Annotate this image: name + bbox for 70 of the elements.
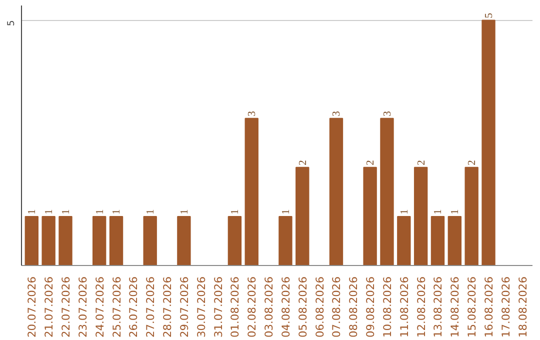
x-tick-label: 05.08.2026 <box>296 276 310 338</box>
data-label: 1 <box>27 209 38 214</box>
x-tick-label: 23.07.2026 <box>76 276 90 338</box>
data-label: 3 <box>332 111 343 116</box>
data-label: 5 <box>484 12 496 18</box>
data-label: 2 <box>298 160 309 166</box>
x-tick-label: 07.08.2026 <box>330 276 344 338</box>
bar <box>363 166 377 266</box>
x-tick-label: 29.07.2026 <box>178 276 191 338</box>
bar <box>143 216 157 266</box>
x-tick-label: 16.08.2026 <box>482 276 496 338</box>
x-tick-label: 21.07.2026 <box>42 276 56 338</box>
bar <box>228 216 242 266</box>
bar <box>414 166 428 266</box>
bar <box>430 216 445 266</box>
x-tick-label: 22.07.2026 <box>59 276 72 338</box>
bar <box>109 216 124 266</box>
x-tick-label: 03.08.2026 <box>262 276 276 338</box>
x-tick-label: 13.08.2026 <box>432 276 445 338</box>
x-tick-label: 09.08.2026 <box>364 276 378 338</box>
bar <box>24 216 38 266</box>
data-label: 2 <box>416 160 428 166</box>
data-label: 1 <box>60 209 72 214</box>
x-tick-label: 26.07.2026 <box>127 276 140 338</box>
bar <box>397 216 411 266</box>
x-tick-label: 30.07.2026 <box>194 276 208 338</box>
x-tick-label: 10.08.2026 <box>380 276 394 338</box>
x-tick-label: 06.08.2026 <box>313 276 326 338</box>
x-tick-label: 11.08.2026 <box>398 276 411 338</box>
data-label: 2 <box>366 160 377 166</box>
bar <box>464 166 478 266</box>
data-label: 1 <box>399 209 410 214</box>
data-label: 1 <box>450 209 462 214</box>
x-tick-label: 18.08.2026 <box>516 276 530 338</box>
bar <box>177 216 191 266</box>
x-tick-label: 24.07.2026 <box>93 276 106 338</box>
x-tick-label: 31.07.2026 <box>212 276 225 338</box>
bar <box>380 118 394 266</box>
x-tick-label: 12.08.2026 <box>414 276 428 338</box>
data-label: 3 <box>247 111 258 116</box>
x-tick-label: 15.08.2026 <box>466 276 479 338</box>
data-label: 3 <box>382 111 394 116</box>
data-label: 1 <box>112 209 123 214</box>
bar <box>482 20 496 266</box>
x-tick-label: 17.08.2026 <box>499 276 512 338</box>
bar <box>42 216 56 266</box>
data-label: 1 <box>44 209 56 214</box>
x-tick-label: 08.08.2026 <box>347 276 360 338</box>
bar <box>244 118 258 266</box>
x-tick-label: 20.07.2026 <box>26 276 39 338</box>
x-tick-label: 04.08.2026 <box>279 276 292 338</box>
data-label: 1 <box>179 209 190 214</box>
data-label: 1 <box>280 209 292 214</box>
data-label: 1 <box>433 209 444 214</box>
data-label: 2 <box>467 160 478 166</box>
bar <box>58 216 72 266</box>
bar <box>296 166 310 266</box>
x-tick-label: 01.08.2026 <box>228 276 242 338</box>
x-tick-label: 25.07.2026 <box>110 276 124 338</box>
x-tick-label: 14.08.2026 <box>448 276 462 338</box>
data-label: 1 <box>146 209 157 214</box>
data-label: 1 <box>94 209 106 214</box>
data-label: 1 <box>230 209 242 214</box>
x-tick-label: 27.07.2026 <box>144 276 158 338</box>
x-tick-label: 28.07.2026 <box>161 276 174 338</box>
bar <box>448 216 462 266</box>
bar <box>92 216 106 266</box>
bar <box>278 216 292 266</box>
bar <box>329 118 344 266</box>
x-tick-label: 02.08.2026 <box>246 276 259 338</box>
